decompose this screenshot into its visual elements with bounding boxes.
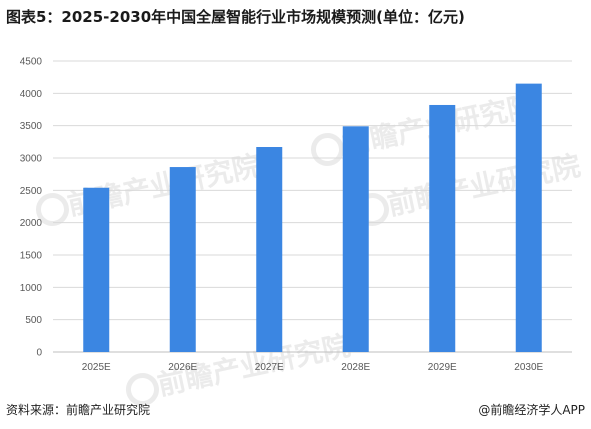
bar	[515, 83, 542, 352]
watermark-layer: 前瞻产业研究院前瞻产业研究院前瞻产业研究院前瞻产业研究院	[35, 89, 584, 407]
y-tick-label: 1500	[20, 251, 43, 262]
bar	[169, 167, 196, 352]
gridlines	[53, 60, 572, 353]
y-tick-label: 4000	[20, 89, 43, 100]
chart-title: 图表5：2025-2030年中国全屋智能行业市场规模预测(单位：亿元)	[6, 8, 465, 26]
y-tick-label: 1000	[20, 283, 43, 294]
watermark: 前瞻产业研究院	[35, 149, 263, 227]
bar	[83, 187, 110, 352]
y-tick-label: 0	[36, 348, 42, 359]
brand-credit: @前瞻经济学人APP	[478, 403, 585, 417]
bars	[83, 83, 542, 353]
y-tick-label: 500	[25, 315, 42, 326]
y-tick-labels: 0 500 1000 1500 2000 2500 3000 3500 4000 4500	[20, 57, 43, 359]
x-tick-label: 2030E	[514, 362, 543, 373]
y-tick-label: 3000	[20, 154, 43, 165]
watermark-logo-icon	[35, 193, 69, 227]
x-tick-label: 2028E	[341, 362, 370, 373]
y-tick-label: 3500	[20, 121, 43, 132]
watermark-logo-icon	[125, 373, 159, 407]
bar	[256, 147, 283, 352]
x-tick-label: 2027E	[255, 362, 284, 373]
y-tick-label: 2000	[20, 218, 43, 229]
source-note: 资料来源：前瞻产业研究院	[6, 403, 151, 417]
y-tick-label: 2500	[20, 186, 43, 197]
watermark-text: 前瞻产业研究院	[385, 149, 584, 222]
watermark: 前瞻产业研究院	[125, 329, 353, 407]
watermark: 前瞻产业研究院	[355, 149, 584, 227]
y-tick-label: 4500	[20, 57, 43, 68]
x-tick-label: 2026E	[168, 362, 197, 373]
x-tick-label: 2029E	[428, 362, 457, 373]
watermark-logo-icon	[310, 133, 344, 167]
bar	[342, 126, 369, 353]
x-tick-labels: 2025E 2026E 2027E 2028E 2029E 2030E	[82, 362, 544, 373]
bar	[429, 104, 456, 353]
x-tick-label: 2025E	[82, 362, 111, 373]
